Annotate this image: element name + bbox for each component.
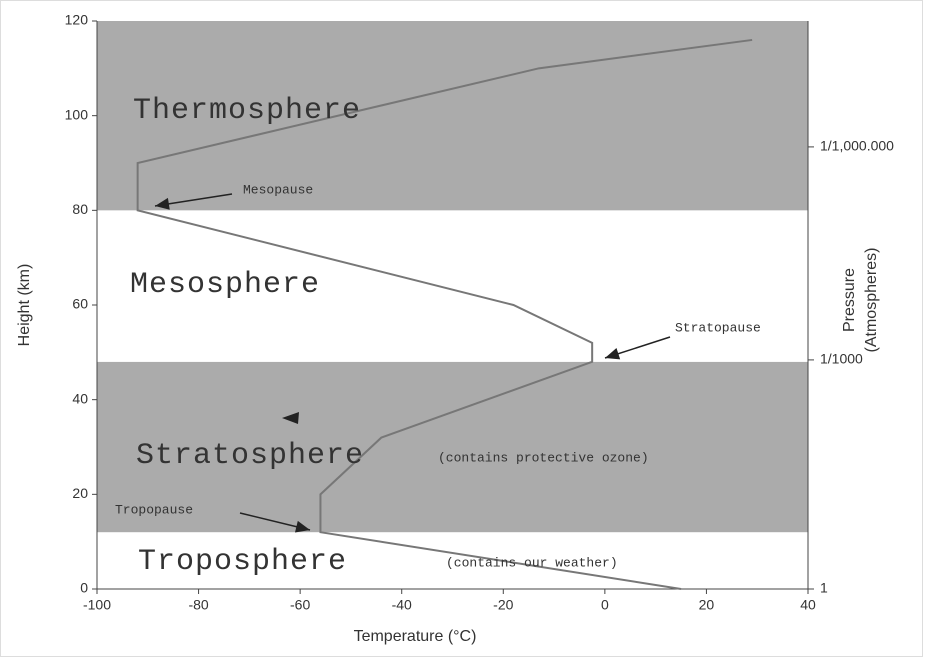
annotation: Stratopause <box>675 320 761 335</box>
arrow-head <box>282 412 299 424</box>
layer-note: (contains our weather) <box>446 555 618 570</box>
arrow-head <box>155 197 170 210</box>
arrow-head <box>605 347 621 360</box>
y-tick-label: 120 <box>65 12 89 28</box>
layer-label: Troposphere <box>138 545 347 579</box>
y2-axis-label: Pressure <box>841 268 858 332</box>
y-tick-label: 0 <box>80 580 88 596</box>
layer-label: Thermosphere <box>133 94 361 128</box>
y2-tick-label: 1/1000 <box>820 351 863 367</box>
y-tick-label: 20 <box>72 485 88 501</box>
x-tick-label: -20 <box>493 597 513 613</box>
y-tick-label: 100 <box>65 106 89 122</box>
x-tick-label: 0 <box>601 597 609 613</box>
layer-band <box>97 361 808 533</box>
y-tick-label: 40 <box>72 390 88 406</box>
layer-label: Mesosphere <box>130 268 320 302</box>
annotation: Mesopause <box>243 182 313 197</box>
y-tick-label: 60 <box>72 296 88 312</box>
y2-tick-label: 1 <box>820 580 828 596</box>
temperature-line <box>136 38 753 590</box>
layer-band <box>97 532 808 589</box>
annotation: Tropopause <box>115 502 193 517</box>
y2-tick-label: 1/1,000.000 <box>820 138 894 154</box>
arrow-head <box>294 520 310 533</box>
x-tick-label: -40 <box>392 597 412 613</box>
x-tick-label: -80 <box>188 597 208 613</box>
x-tick-label: 20 <box>699 597 715 613</box>
x-tick-label: -100 <box>83 597 111 613</box>
y-tick-label: 80 <box>72 201 88 217</box>
x-tick-label: -60 <box>290 597 310 613</box>
layer-note: (contains protective ozone) <box>438 450 649 465</box>
x-axis-label: Temperature (°C) <box>354 628 477 645</box>
y-axis-label: Height (km) <box>16 264 33 347</box>
layer-band <box>97 21 808 211</box>
y2-axis-label: (Atmospheres) <box>863 248 880 353</box>
layer-label: Stratosphere <box>136 439 364 473</box>
x-tick-label: 40 <box>800 597 816 613</box>
layer-band <box>97 210 808 362</box>
